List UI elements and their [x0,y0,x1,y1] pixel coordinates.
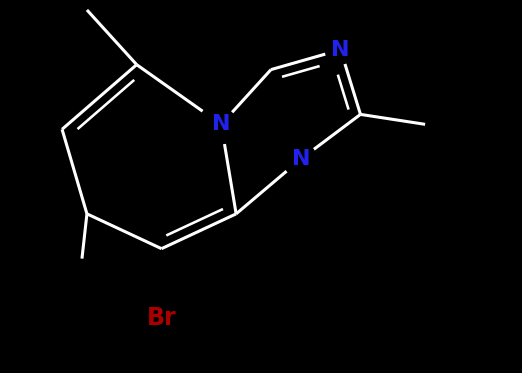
Text: N: N [212,115,231,134]
Text: Br: Br [147,306,176,330]
Text: N: N [331,40,350,60]
Text: N: N [291,149,310,169]
